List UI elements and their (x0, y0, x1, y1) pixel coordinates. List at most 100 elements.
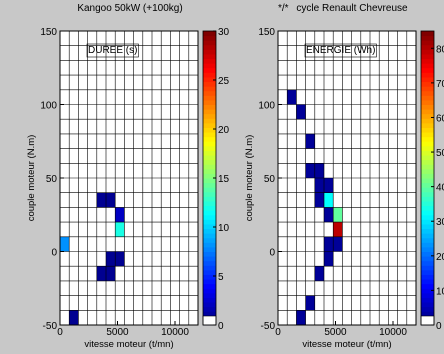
heatmap-cell (305, 133, 315, 149)
colorbar-segment (421, 274, 434, 280)
colorbar-segment (203, 104, 216, 110)
colorbar-segment (203, 63, 216, 69)
colorbar-tick-label: 30 (218, 27, 230, 38)
colorbar-segment (421, 214, 434, 220)
colorbar-tick-label: 20 (218, 125, 230, 136)
colorbar-segment (203, 122, 216, 128)
colorbar-segment (421, 113, 434, 119)
colorbar-segment (421, 246, 434, 252)
right-figure-title: cycle Renault Chevreuse (296, 3, 408, 14)
colorbar-segment (203, 44, 216, 50)
colorbar-segment (203, 237, 216, 243)
colorbar-segment (203, 31, 216, 37)
colorbar-segment (421, 159, 434, 165)
heatmap-cell (296, 310, 306, 325)
y-tick-label: -50 (261, 321, 276, 332)
heatmap-cell (115, 222, 125, 237)
colorbar-segment (421, 109, 434, 115)
colorbar-tick-label: 10 (218, 223, 230, 234)
colorbar-tick-label: 70 (436, 79, 444, 90)
colorbar-segment (421, 99, 434, 105)
colorbar-segment (421, 205, 434, 211)
colorbar-segment (203, 191, 216, 197)
heatmap-cell (296, 104, 306, 120)
colorbar-segment (203, 251, 216, 257)
x-tick-label: 5000 (106, 327, 129, 338)
colorbar-tick-label: 20 (436, 252, 444, 263)
colorbar-segment (203, 35, 216, 41)
colorbar-segment (421, 279, 434, 285)
x-tick-label: 10000 (161, 327, 189, 338)
colorbar-segment (421, 269, 434, 275)
colorbar-segment (421, 122, 434, 128)
colorbar-segment (421, 191, 434, 197)
x-axis-label: vitesse moteur (t/mn) (302, 339, 391, 350)
colorbar-segment (203, 76, 216, 83)
heatmap-cell (314, 163, 324, 178)
colorbar-tick-label: 80 (436, 44, 444, 55)
colorbar-segment (203, 173, 216, 179)
heatmap-cell (287, 89, 297, 105)
colorbar-segment (203, 95, 216, 101)
y-tick-label: 100 (258, 101, 275, 112)
colorbar-segment (203, 155, 216, 161)
colorbar-floor-swatch (202, 315, 217, 326)
colorbar-segment (203, 168, 216, 174)
x-tick-label: 5000 (324, 327, 347, 338)
colorbar-segment (203, 228, 216, 234)
colorbar-segment (203, 265, 216, 271)
colorbar-segment (203, 187, 216, 193)
colorbar-segment (203, 219, 216, 225)
heatmap-cell (324, 207, 334, 223)
colorbar-segment (421, 168, 434, 174)
colorbar-segment (203, 109, 216, 115)
heatmap-cell (305, 163, 315, 178)
colorbar-segment (203, 178, 216, 184)
colorbar-segment (421, 228, 434, 234)
colorbar-segment (203, 67, 216, 73)
colorbar-segment (421, 81, 434, 87)
x-tick-label: 10000 (379, 327, 407, 338)
colorbar-segment (203, 292, 216, 298)
colorbar-segment (421, 242, 434, 248)
colorbar-segment (421, 256, 434, 262)
colorbar-segment (203, 58, 216, 64)
colorbar-segment (421, 219, 434, 225)
colorbar-segment (203, 132, 216, 138)
colorbar-segment (203, 118, 216, 124)
colorbar-segment (421, 292, 434, 298)
colorbar-segment (203, 40, 216, 46)
x-tick-label: 0 (57, 327, 63, 338)
heatmap-cell (324, 192, 334, 208)
colorbar-segment (203, 141, 216, 147)
y-tick-label: 50 (46, 174, 58, 185)
colorbar-segment (203, 302, 216, 308)
colorbar-tick-label: 30 (436, 217, 444, 228)
colorbar-frame (420, 30, 435, 326)
colorbar-segment (203, 260, 216, 266)
heatmap-cell (96, 266, 106, 281)
annotation-box (86, 43, 139, 58)
colorbar-tick-label: 10 (436, 286, 444, 297)
colorbar-segment (421, 40, 434, 46)
colorbar-segment (421, 306, 434, 312)
colorbar-segment (421, 302, 434, 308)
colorbar-segment (421, 297, 434, 303)
y-tick-label: 0 (51, 248, 57, 259)
heatmap-cell (96, 192, 106, 208)
colorbar-tick-label: 15 (218, 174, 230, 185)
heatmap-cell (106, 192, 116, 208)
y-tick-label: 150 (40, 27, 57, 38)
heatmap-cell (115, 207, 125, 223)
colorbar-tick-label: 0 (436, 321, 442, 332)
colorbar-segment (203, 283, 216, 289)
heatmap-cell (324, 178, 334, 193)
annotation-box (304, 43, 377, 58)
colorbar-segment (421, 86, 434, 92)
colorbar-segment (421, 35, 434, 41)
colorbar-segment (421, 196, 434, 202)
heatmap-cell (314, 192, 324, 208)
colorbar-segment (421, 260, 434, 266)
